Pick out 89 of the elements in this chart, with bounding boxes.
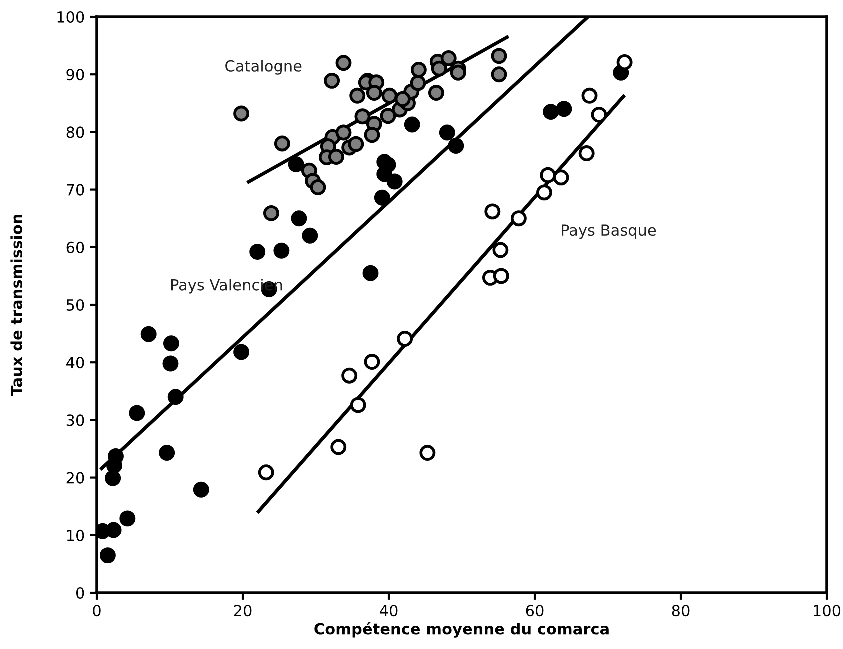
y-axis-title: Taux de transmission — [10, 214, 23, 396]
y-tick-label: 80 — [66, 126, 84, 138]
point — [324, 72, 340, 89]
x-tick-label: 80 — [672, 605, 690, 617]
point — [536, 184, 552, 201]
y-tick-label: 90 — [66, 69, 84, 81]
point — [120, 510, 136, 527]
point — [410, 75, 426, 92]
point — [439, 124, 456, 141]
point — [250, 244, 266, 260]
point — [556, 101, 572, 118]
point — [616, 54, 633, 70]
point — [484, 204, 501, 220]
point — [491, 48, 508, 64]
point — [374, 190, 390, 206]
point — [234, 106, 250, 122]
point — [450, 64, 466, 81]
point — [168, 389, 184, 406]
x-axis-title: Compétence moyenne du comarca — [314, 622, 609, 638]
point — [582, 88, 598, 104]
point — [428, 85, 444, 102]
point — [162, 356, 179, 372]
point — [553, 170, 570, 186]
point — [354, 108, 371, 125]
y-tick-label: 100 — [58, 11, 84, 24]
x-tick-label: 40 — [380, 605, 398, 617]
point — [288, 156, 304, 172]
point — [129, 405, 146, 422]
point — [440, 50, 457, 66]
y-tick-label: 60 — [66, 242, 84, 254]
y-tick-label: 40 — [66, 357, 84, 369]
x-tick-label: 0 — [93, 605, 101, 617]
point — [263, 205, 280, 222]
point — [397, 331, 414, 347]
point — [394, 91, 411, 108]
point — [382, 88, 398, 104]
series-label: Catalogne — [226, 60, 302, 75]
point — [491, 66, 508, 83]
point — [350, 88, 366, 104]
y-tick-label: 30 — [66, 414, 84, 426]
point — [540, 167, 556, 184]
point — [342, 368, 358, 384]
point — [364, 354, 380, 370]
point — [591, 106, 608, 123]
point — [493, 268, 510, 284]
point — [376, 166, 393, 182]
point — [380, 108, 396, 124]
x-tick-label: 20 — [234, 605, 252, 617]
point — [274, 136, 290, 152]
point — [410, 62, 427, 78]
point — [336, 124, 352, 141]
point — [234, 344, 250, 360]
point — [105, 470, 122, 486]
point — [431, 60, 448, 77]
point — [362, 265, 379, 282]
point — [193, 482, 210, 498]
point — [330, 439, 347, 456]
point — [140, 326, 157, 342]
point — [366, 85, 382, 102]
y-tick-label: 10 — [67, 530, 84, 542]
x-tick-label: 100 — [814, 605, 841, 617]
y-tick-label: 20 — [66, 472, 84, 484]
point — [310, 180, 326, 196]
point — [302, 228, 318, 244]
point — [543, 104, 560, 120]
point — [420, 445, 436, 462]
point — [274, 242, 290, 259]
point — [348, 136, 364, 152]
x-tick-label: 60 — [526, 605, 544, 617]
point — [578, 146, 595, 162]
point — [258, 464, 274, 481]
y-tick-label: 50 — [66, 299, 84, 312]
y-tick-label: 0 — [76, 587, 84, 600]
point — [350, 397, 366, 414]
point — [106, 522, 122, 538]
series-label: Pays Basque — [562, 224, 656, 240]
point — [386, 174, 403, 190]
point — [448, 138, 464, 154]
point — [336, 55, 352, 72]
point — [510, 210, 527, 227]
point — [328, 148, 344, 165]
point — [100, 548, 116, 564]
y-tick-label: 70 — [67, 184, 84, 196]
point — [159, 445, 176, 462]
point — [163, 336, 180, 352]
point — [291, 210, 308, 227]
point — [364, 127, 380, 144]
point — [404, 116, 420, 133]
point — [492, 242, 509, 258]
